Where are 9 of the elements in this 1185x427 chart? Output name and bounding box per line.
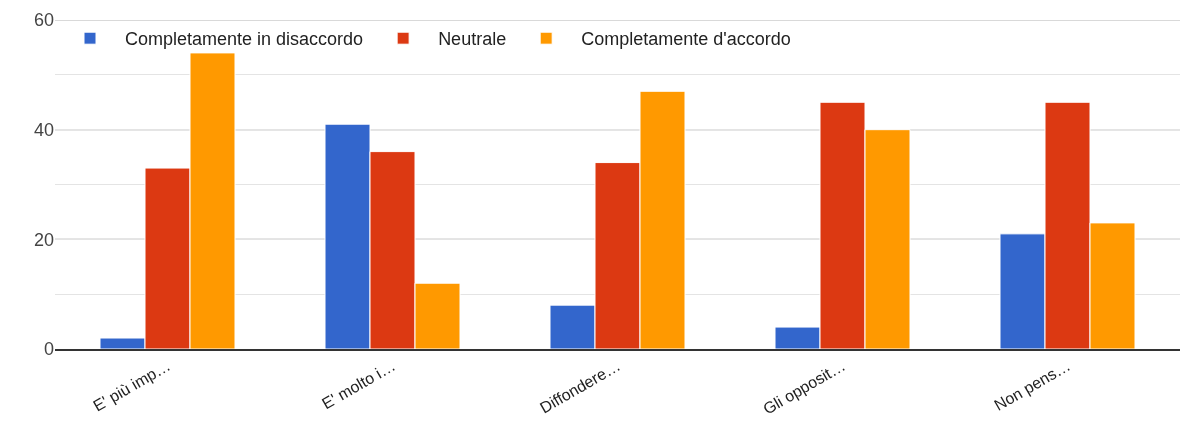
y-tick-label: 40 <box>33 119 54 140</box>
y-tick-label: 20 <box>33 229 54 250</box>
legend-label: Completamente d'accordo <box>581 29 791 50</box>
x-tick-label: E' più imp… <box>90 357 173 415</box>
legend-label: Completamente in disaccordo <box>125 29 364 50</box>
x-tick-label: E' molto i… <box>319 357 398 413</box>
y-tick-label: 60 <box>33 10 54 31</box>
y-tick-label: 0 <box>43 339 54 360</box>
legend-label: Neutrale <box>438 29 507 50</box>
